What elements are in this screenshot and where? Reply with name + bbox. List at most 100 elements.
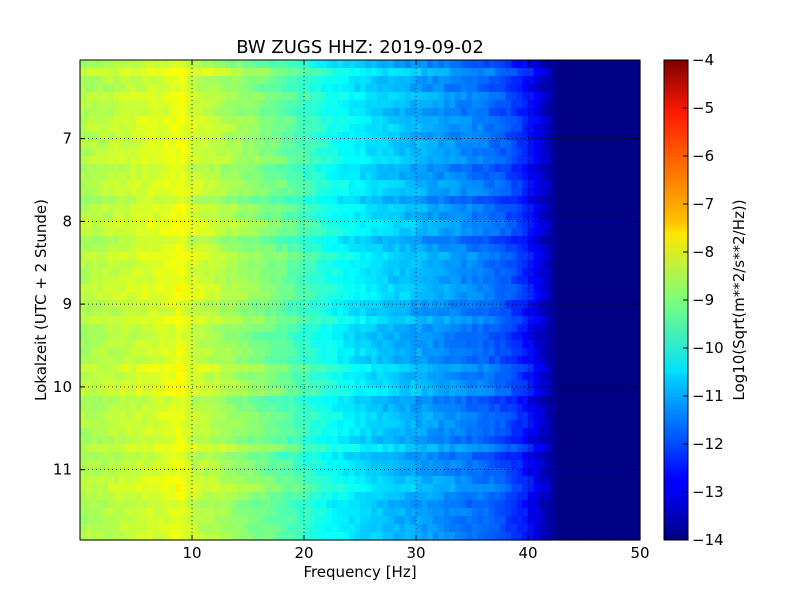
heatmap-cell (85, 372, 92, 381)
heatmap-cell (371, 356, 378, 365)
heatmap-cell (96, 396, 103, 405)
heatmap-cell (85, 220, 92, 229)
heatmap-cell (416, 396, 423, 405)
heatmap-cell (584, 412, 591, 421)
heatmap-cell (556, 292, 563, 301)
heatmap-cell (264, 148, 271, 157)
heatmap-cell (332, 252, 339, 261)
heatmap-cell (197, 244, 204, 253)
heatmap-cell (343, 332, 350, 341)
heatmap-cell (371, 244, 378, 253)
heatmap-cell (248, 156, 255, 165)
heatmap-cell (304, 244, 311, 253)
heatmap-cell (584, 204, 591, 213)
heatmap-cell (438, 340, 445, 349)
heatmap-cell (220, 332, 227, 341)
heatmap-cell (494, 276, 501, 285)
heatmap-cell (595, 92, 602, 101)
heatmap-cell (623, 324, 630, 333)
heatmap-cell (505, 388, 512, 397)
heatmap-cell (220, 300, 227, 309)
heatmap-cell (192, 364, 199, 373)
heatmap-cell (113, 452, 120, 461)
heatmap-cell (500, 444, 507, 453)
heatmap-cell (304, 228, 311, 237)
heatmap-cell (136, 276, 143, 285)
heatmap-cell (315, 316, 322, 325)
heatmap-cell (483, 356, 490, 365)
heatmap-cell (96, 388, 103, 397)
heatmap-cell (309, 164, 316, 173)
heatmap-cell (304, 428, 311, 437)
heatmap-cell (382, 300, 389, 309)
heatmap-cell (231, 444, 238, 453)
heatmap-cell (600, 340, 607, 349)
heatmap-cell (556, 356, 563, 365)
heatmap-cell (617, 84, 624, 93)
heatmap-cell (326, 252, 333, 261)
heatmap-cell (320, 148, 327, 157)
heatmap-cell (623, 308, 630, 317)
heatmap-cell (365, 332, 372, 341)
heatmap-cell (315, 196, 322, 205)
heatmap-cell (438, 76, 445, 85)
heatmap-cell (516, 92, 523, 101)
heatmap-cell (595, 332, 602, 341)
heatmap-cell (606, 252, 613, 261)
heatmap-cell (287, 164, 294, 173)
heatmap-cell (332, 212, 339, 221)
heatmap-cell (315, 132, 322, 141)
heatmap-cell (343, 364, 350, 373)
heatmap-cell (337, 124, 344, 133)
heatmap-cell (533, 444, 540, 453)
heatmap-cell (91, 348, 98, 357)
heatmap-cell (516, 84, 523, 93)
heatmap-cell (281, 180, 288, 189)
heatmap-cell (421, 60, 428, 69)
heatmap-cell (281, 276, 288, 285)
heatmap-cell (455, 188, 462, 197)
heatmap-cell (623, 132, 630, 141)
heatmap-cell (472, 372, 479, 381)
heatmap-cell (399, 244, 406, 253)
heatmap-cell (432, 132, 439, 141)
heatmap-cell (203, 380, 210, 389)
heatmap-cell (164, 76, 171, 85)
heatmap-cell (152, 108, 159, 117)
heatmap-cell (455, 316, 462, 325)
heatmap-cell (343, 268, 350, 277)
heatmap-cell (533, 164, 540, 173)
heatmap-cell (572, 100, 579, 109)
heatmap-cell (528, 436, 535, 445)
heatmap-cell (584, 188, 591, 197)
heatmap-cell (225, 220, 232, 229)
heatmap-cell (225, 236, 232, 245)
heatmap-cell (152, 308, 159, 317)
heatmap-cell (147, 180, 154, 189)
heatmap-cell (410, 340, 417, 349)
heatmap-cell (388, 100, 395, 109)
heatmap-cell (119, 428, 126, 437)
heatmap-cell (617, 268, 624, 277)
heatmap-cell (500, 172, 507, 181)
heatmap-cell (208, 164, 215, 173)
heatmap-cell (466, 300, 473, 309)
heatmap-cell (225, 260, 232, 269)
heatmap-cell (158, 292, 165, 301)
heatmap-cell (427, 444, 434, 453)
heatmap-cell (360, 316, 367, 325)
heatmap-cell (522, 436, 529, 445)
heatmap-cell (113, 60, 120, 69)
heatmap-cell (91, 212, 98, 221)
heatmap-cell (488, 92, 495, 101)
heatmap-cell (628, 332, 635, 341)
heatmap-cell (124, 92, 131, 101)
heatmap-cell (382, 276, 389, 285)
heatmap-cell (606, 100, 613, 109)
heatmap-cell (248, 252, 255, 261)
heatmap-cell (270, 292, 277, 301)
heatmap-cell (365, 452, 372, 461)
heatmap-cell (360, 124, 367, 133)
heatmap-cell (494, 164, 501, 173)
heatmap-cell (365, 380, 372, 389)
